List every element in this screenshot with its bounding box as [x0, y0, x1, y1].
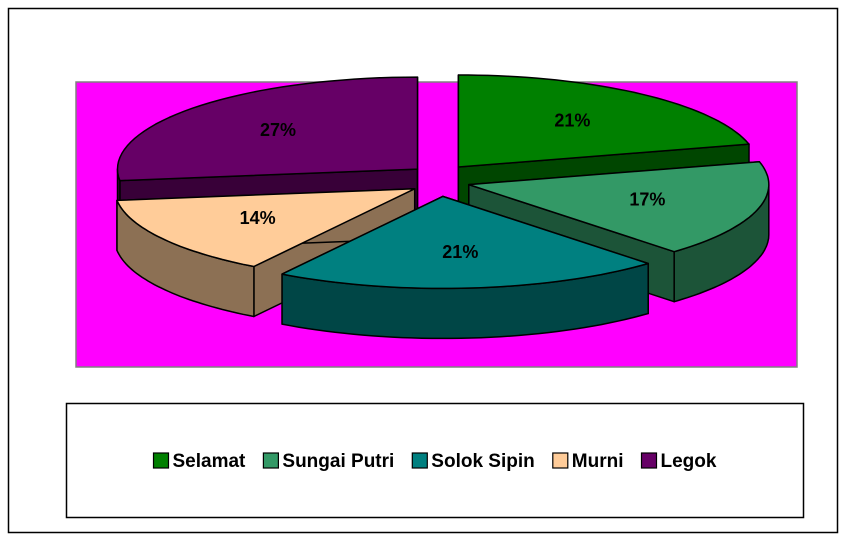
- legend-item: Sungai Putri: [262, 451, 394, 472]
- slice: [457, 74, 750, 168]
- legend-box: [65, 402, 805, 519]
- data-label: 14%: [240, 208, 276, 228]
- data-label: 21%: [442, 242, 478, 262]
- data-label: 27%: [260, 120, 296, 140]
- pie: 21% 17% 21% 14% 27%: [116, 74, 770, 340]
- legend-label: Murni: [572, 451, 624, 472]
- legend-swatch: [152, 452, 170, 469]
- legend-item: Murni: [552, 451, 624, 472]
- legend-swatch: [262, 452, 279, 469]
- legend-item: Selamat: [152, 451, 247, 472]
- legend-swatch: [552, 452, 569, 469]
- data-label: 17%: [629, 189, 665, 209]
- legend: Selamat Sungai Putri Solok Sipin Murni Legok: [152, 451, 717, 472]
- slice: [116, 76, 419, 182]
- slice: [116, 188, 416, 268]
- legend-swatch: [640, 452, 658, 469]
- legend-label: Selamat: [173, 451, 247, 472]
- data-label: 21%: [554, 111, 590, 131]
- legend-label: Solok Sipin: [431, 451, 534, 472]
- slice: [468, 160, 770, 253]
- legend-swatch: [411, 452, 428, 469]
- legend-label: Legok: [661, 451, 717, 472]
- slice: [281, 195, 649, 290]
- legend-item: Solok Sipin: [411, 451, 535, 472]
- legend-label: Sungai Putri: [282, 451, 394, 472]
- legend-item: Legok: [640, 451, 717, 472]
